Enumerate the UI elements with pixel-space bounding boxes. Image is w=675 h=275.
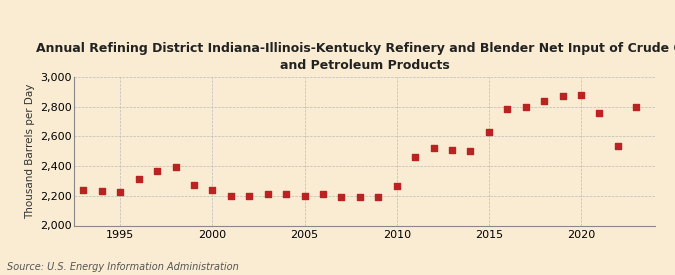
Point: [170, 165, 181, 169]
Point: [502, 107, 513, 111]
Point: [97, 189, 107, 194]
Title: Annual Refining District Indiana-Illinois-Kentucky Refinery and Blender Net Inpu: Annual Refining District Indiana-Illinoi…: [36, 42, 675, 72]
Point: [520, 104, 531, 109]
Point: [410, 155, 421, 160]
Y-axis label: Thousand Barrels per Day: Thousand Barrels per Day: [26, 84, 36, 219]
Point: [392, 184, 402, 188]
Point: [78, 188, 89, 192]
Point: [594, 111, 605, 115]
Point: [539, 98, 549, 103]
Point: [281, 192, 292, 197]
Point: [483, 130, 494, 134]
Point: [207, 188, 218, 192]
Point: [465, 149, 476, 153]
Point: [263, 191, 273, 196]
Point: [447, 148, 458, 152]
Point: [134, 177, 144, 182]
Text: Source: U.S. Energy Information Administration: Source: U.S. Energy Information Administ…: [7, 262, 238, 272]
Point: [225, 194, 236, 198]
Point: [612, 144, 623, 148]
Point: [631, 104, 642, 109]
Point: [188, 183, 199, 187]
Point: [557, 94, 568, 98]
Point: [318, 191, 329, 196]
Point: [299, 194, 310, 198]
Point: [373, 195, 383, 199]
Point: [244, 194, 254, 198]
Point: [576, 93, 587, 97]
Point: [152, 169, 163, 174]
Point: [115, 190, 126, 194]
Point: [354, 194, 365, 199]
Point: [428, 146, 439, 150]
Point: [336, 194, 347, 199]
